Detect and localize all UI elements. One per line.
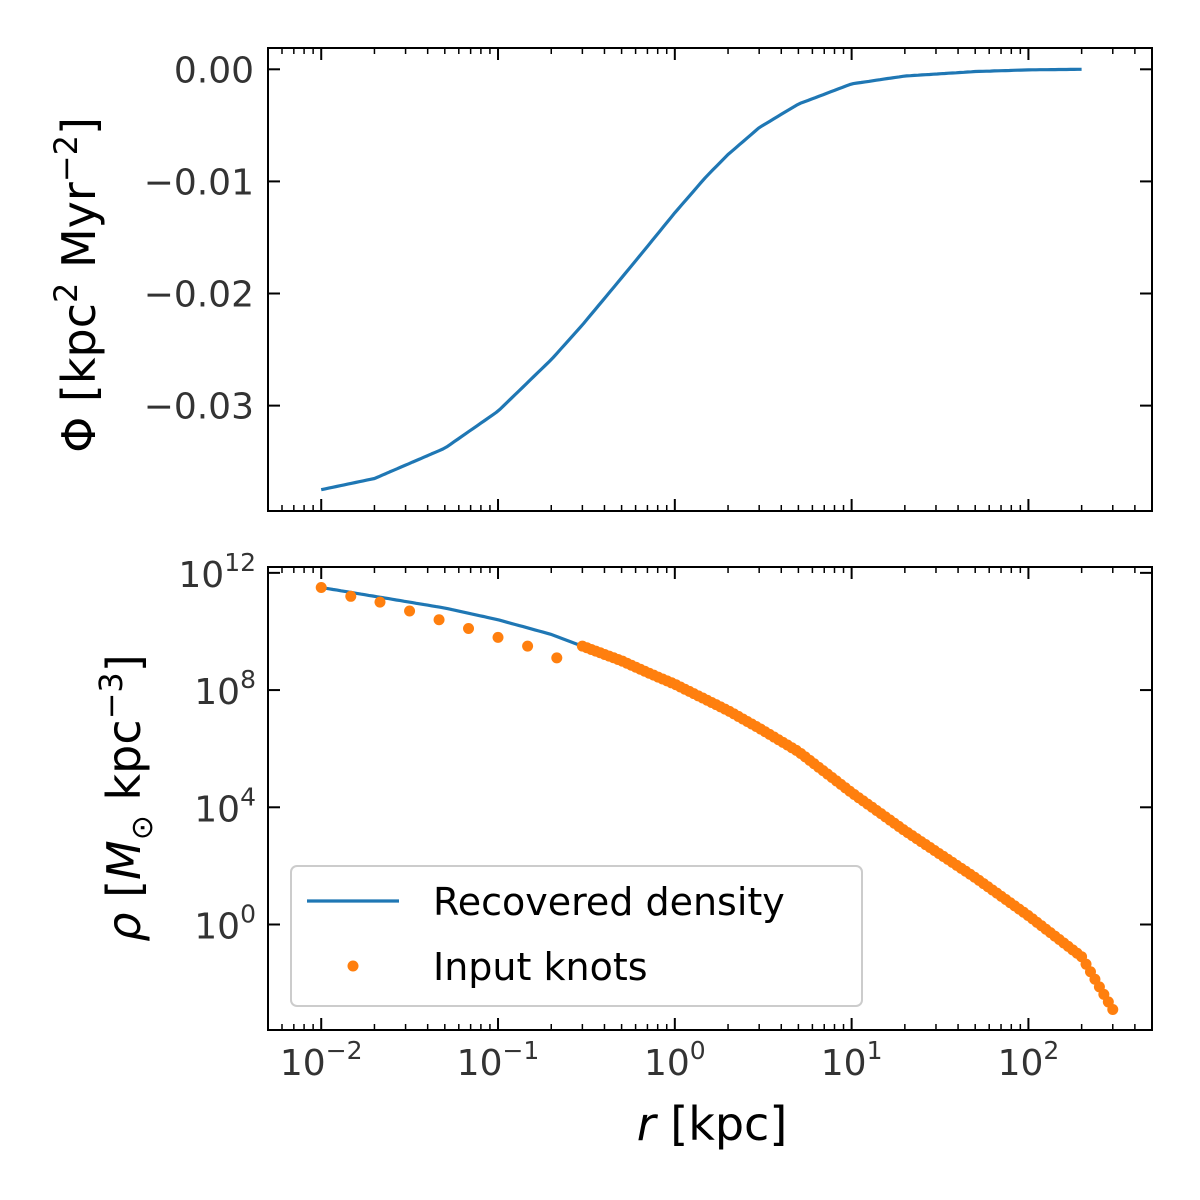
legend-label-knots: Input knots <box>433 945 648 989</box>
bottom-ytick-label: 108 <box>194 665 256 713</box>
radius-axis-label: r [kpc] <box>637 1097 788 1151</box>
input-knot <box>433 614 445 626</box>
input-knot <box>404 605 416 617</box>
potential-axis-label: Φ [kpc2 Myr−2] <box>47 117 106 453</box>
input-knot <box>374 596 386 608</box>
top-ytick-label: 0.00 <box>174 50 254 91</box>
bottom-xtick-label: 101 <box>821 1036 883 1084</box>
bottom-xtick-label: 10−1 <box>457 1036 540 1084</box>
potential-panel: 0.00 −0.01 −0.02 −0.03 Φ [kpc2 Myr−2] <box>47 47 1153 512</box>
top-plot-frame <box>267 47 1153 512</box>
legend-marker-swatch <box>347 960 359 972</box>
density-panel: 1012 108 104 100 10−2 10−1 100 101 102 r [kpc] ρ [… <box>92 548 1153 1151</box>
input-knot <box>463 623 475 635</box>
bottom-xtick-label: 102 <box>998 1036 1060 1084</box>
legend-label-recovered: Recovered density <box>433 880 785 924</box>
legend-box <box>290 865 863 1007</box>
legend: Recovered density Input knots <box>290 865 863 1007</box>
input-knot <box>345 590 357 602</box>
bottom-ytick-label: 1012 <box>178 548 256 596</box>
bottom-plot-frame <box>267 566 1153 1031</box>
bottom-ytick-label: 100 <box>194 900 256 948</box>
bottom-ytick-label: 104 <box>194 782 256 830</box>
potential-curve <box>320 67 1082 492</box>
top-ytick-label: −0.02 <box>144 275 254 316</box>
input-knot <box>522 640 534 652</box>
input-knot <box>492 631 504 643</box>
input-knot <box>315 582 327 594</box>
input-knot <box>1107 1003 1119 1015</box>
top-ytick-label: −0.01 <box>144 162 254 203</box>
density-axis-label: ρ [M⊙ kpc−3] <box>92 654 160 942</box>
top-ytick-label: −0.03 <box>144 387 254 428</box>
input-knot <box>551 652 563 664</box>
bottom-xtick-label: 10−2 <box>280 1036 363 1084</box>
bottom-xtick-label: 100 <box>644 1036 706 1084</box>
